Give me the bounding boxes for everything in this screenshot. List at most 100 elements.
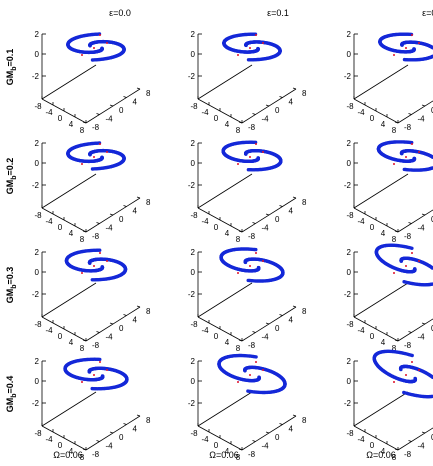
z-tick-label: 2 [191,139,196,148]
center-point [81,381,83,383]
spiral-point [410,246,414,250]
center-point [393,54,395,56]
z-tick-label: 2 [35,357,40,366]
x-tick-label: -8 [346,211,354,220]
y-tick [82,339,87,342]
x-tick-label: 8 [392,126,397,135]
y-tick-label: -4 [106,115,114,124]
spiral-series [66,141,126,171]
y-tick-label: 4 [133,316,138,325]
row-label-main: GM [5,289,15,304]
y-tick [279,205,283,207]
spiral-point [246,278,250,283]
center-point [99,252,101,254]
y-tick [408,113,412,115]
row-label-rest: =0.4 [5,376,15,394]
y-tick [408,440,412,442]
y-tick [394,121,399,124]
spiral-point [402,280,406,284]
y-tick-label: -4 [262,442,270,451]
y-tick-label: 0 [119,215,124,224]
y-tick [252,113,256,115]
y-tick-label: -8 [404,450,412,459]
y-tick-label: -4 [262,115,270,124]
spiral-series [217,353,287,395]
x-tick-label: -8 [34,102,42,111]
center-point [411,34,413,36]
x-tick-label: -8 [34,320,42,329]
y-tick-label: 0 [431,324,433,333]
y-tick [123,314,127,316]
center-point [393,381,395,383]
x-tick-label: 4 [225,120,230,129]
row-label-main: GM [5,398,15,413]
z-tick-label: -2 [32,290,40,299]
y-tick [109,322,114,325]
z-tick-label: 2 [35,30,40,39]
y-tick [96,440,100,442]
spiral-point [410,353,414,358]
center-point [418,151,420,153]
y-tick [96,113,100,115]
column-title-2: ε=0.1 [267,8,289,18]
spiral-point [246,389,250,393]
y-tick [279,96,283,98]
spiral-point [402,57,407,62]
y-tick [136,196,141,199]
spiral-point [254,247,258,252]
x-tick-label: -8 [190,320,198,329]
z-tick-label: -2 [32,399,40,408]
x-tick-label: 4 [381,120,386,129]
z-tick-label: -2 [344,72,352,81]
y-tick [252,440,256,442]
x-tick-label: 8 [392,344,397,353]
center-point [99,361,101,363]
y-tick-label: -4 [262,333,270,342]
z-tick-label: -2 [188,181,196,190]
y-tick-label: -8 [248,232,256,241]
x-tick-label: 8 [80,235,85,244]
x-tick-label: -4 [357,108,365,117]
y-tick-label: -8 [404,341,412,350]
y-tick-label: -8 [92,450,100,459]
row-label-3: GMb=0.3 [5,267,18,304]
z-tick-label: -2 [344,399,352,408]
center-point [262,151,264,153]
y-tick [82,121,87,124]
y-tick [96,222,100,224]
center-point [262,369,264,371]
bottom-label-1: Ω=0.06 [53,450,83,460]
labels-layer: ε=0.0 ε=0.1 ε=0.1 Ω=0.06 Ω=0.06 Ω=0.06 G… [5,8,433,460]
z-tick-label: 2 [347,139,352,148]
z-tick-label: -2 [188,290,196,299]
z-tick-label: 0 [191,50,196,59]
y-tick-label: 0 [275,106,280,115]
row-label-1: GMb=0.1 [5,49,18,86]
y-tick-label: 4 [133,98,138,107]
center-point [405,265,407,267]
y-tick [136,305,141,308]
center-point [99,34,101,36]
y-tick [408,331,412,333]
y-tick [292,305,297,308]
column-title-3: ε=0.1 [422,8,433,18]
spiral-point [246,168,251,172]
floor-edge-back [353,64,409,100]
x-tick-label: -8 [346,320,354,329]
y-tick-label: -4 [418,442,426,451]
x-tick-label: 4 [69,447,74,456]
x-tick-label: 8 [236,453,241,462]
x-tick-label: 0 [58,223,63,232]
spiral-series [63,357,129,391]
center-point [99,143,101,145]
y-tick-label: 0 [275,215,280,224]
z-tick-label: 2 [347,30,352,39]
y-tick-label: -4 [418,115,426,124]
